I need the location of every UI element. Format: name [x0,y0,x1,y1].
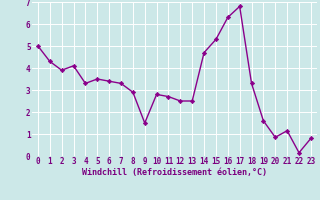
X-axis label: Windchill (Refroidissement éolien,°C): Windchill (Refroidissement éolien,°C) [82,168,267,177]
